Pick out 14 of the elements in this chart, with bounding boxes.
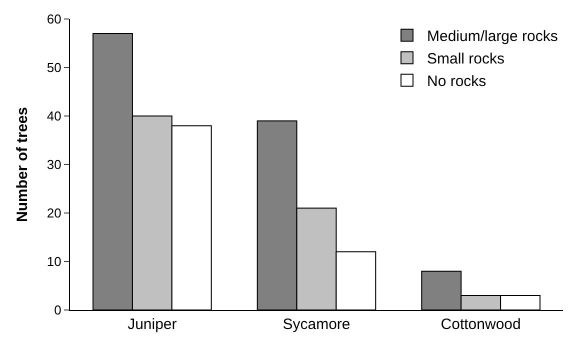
- y-tick-label: 30: [46, 157, 62, 172]
- y-tick-label: 0: [54, 302, 62, 318]
- y-tick-label: 40: [46, 108, 62, 124]
- x-tick-label: Juniper: [128, 316, 177, 333]
- y-axis-title: Number of trees: [14, 106, 32, 222]
- y-tick-label: 20: [46, 206, 62, 221]
- legend-label: Small rocks: [427, 50, 505, 68]
- legend-label: Medium/large rocks: [427, 28, 558, 46]
- y-tick-label: 60: [46, 12, 62, 27]
- y-tick-label: 50: [46, 60, 62, 76]
- x-tick-label: Cottonwood: [440, 316, 521, 333]
- y-tick-label: 10: [46, 254, 62, 270]
- x-tick-label: Sycamore: [282, 316, 350, 333]
- legend-label: No rocks: [427, 73, 486, 90]
